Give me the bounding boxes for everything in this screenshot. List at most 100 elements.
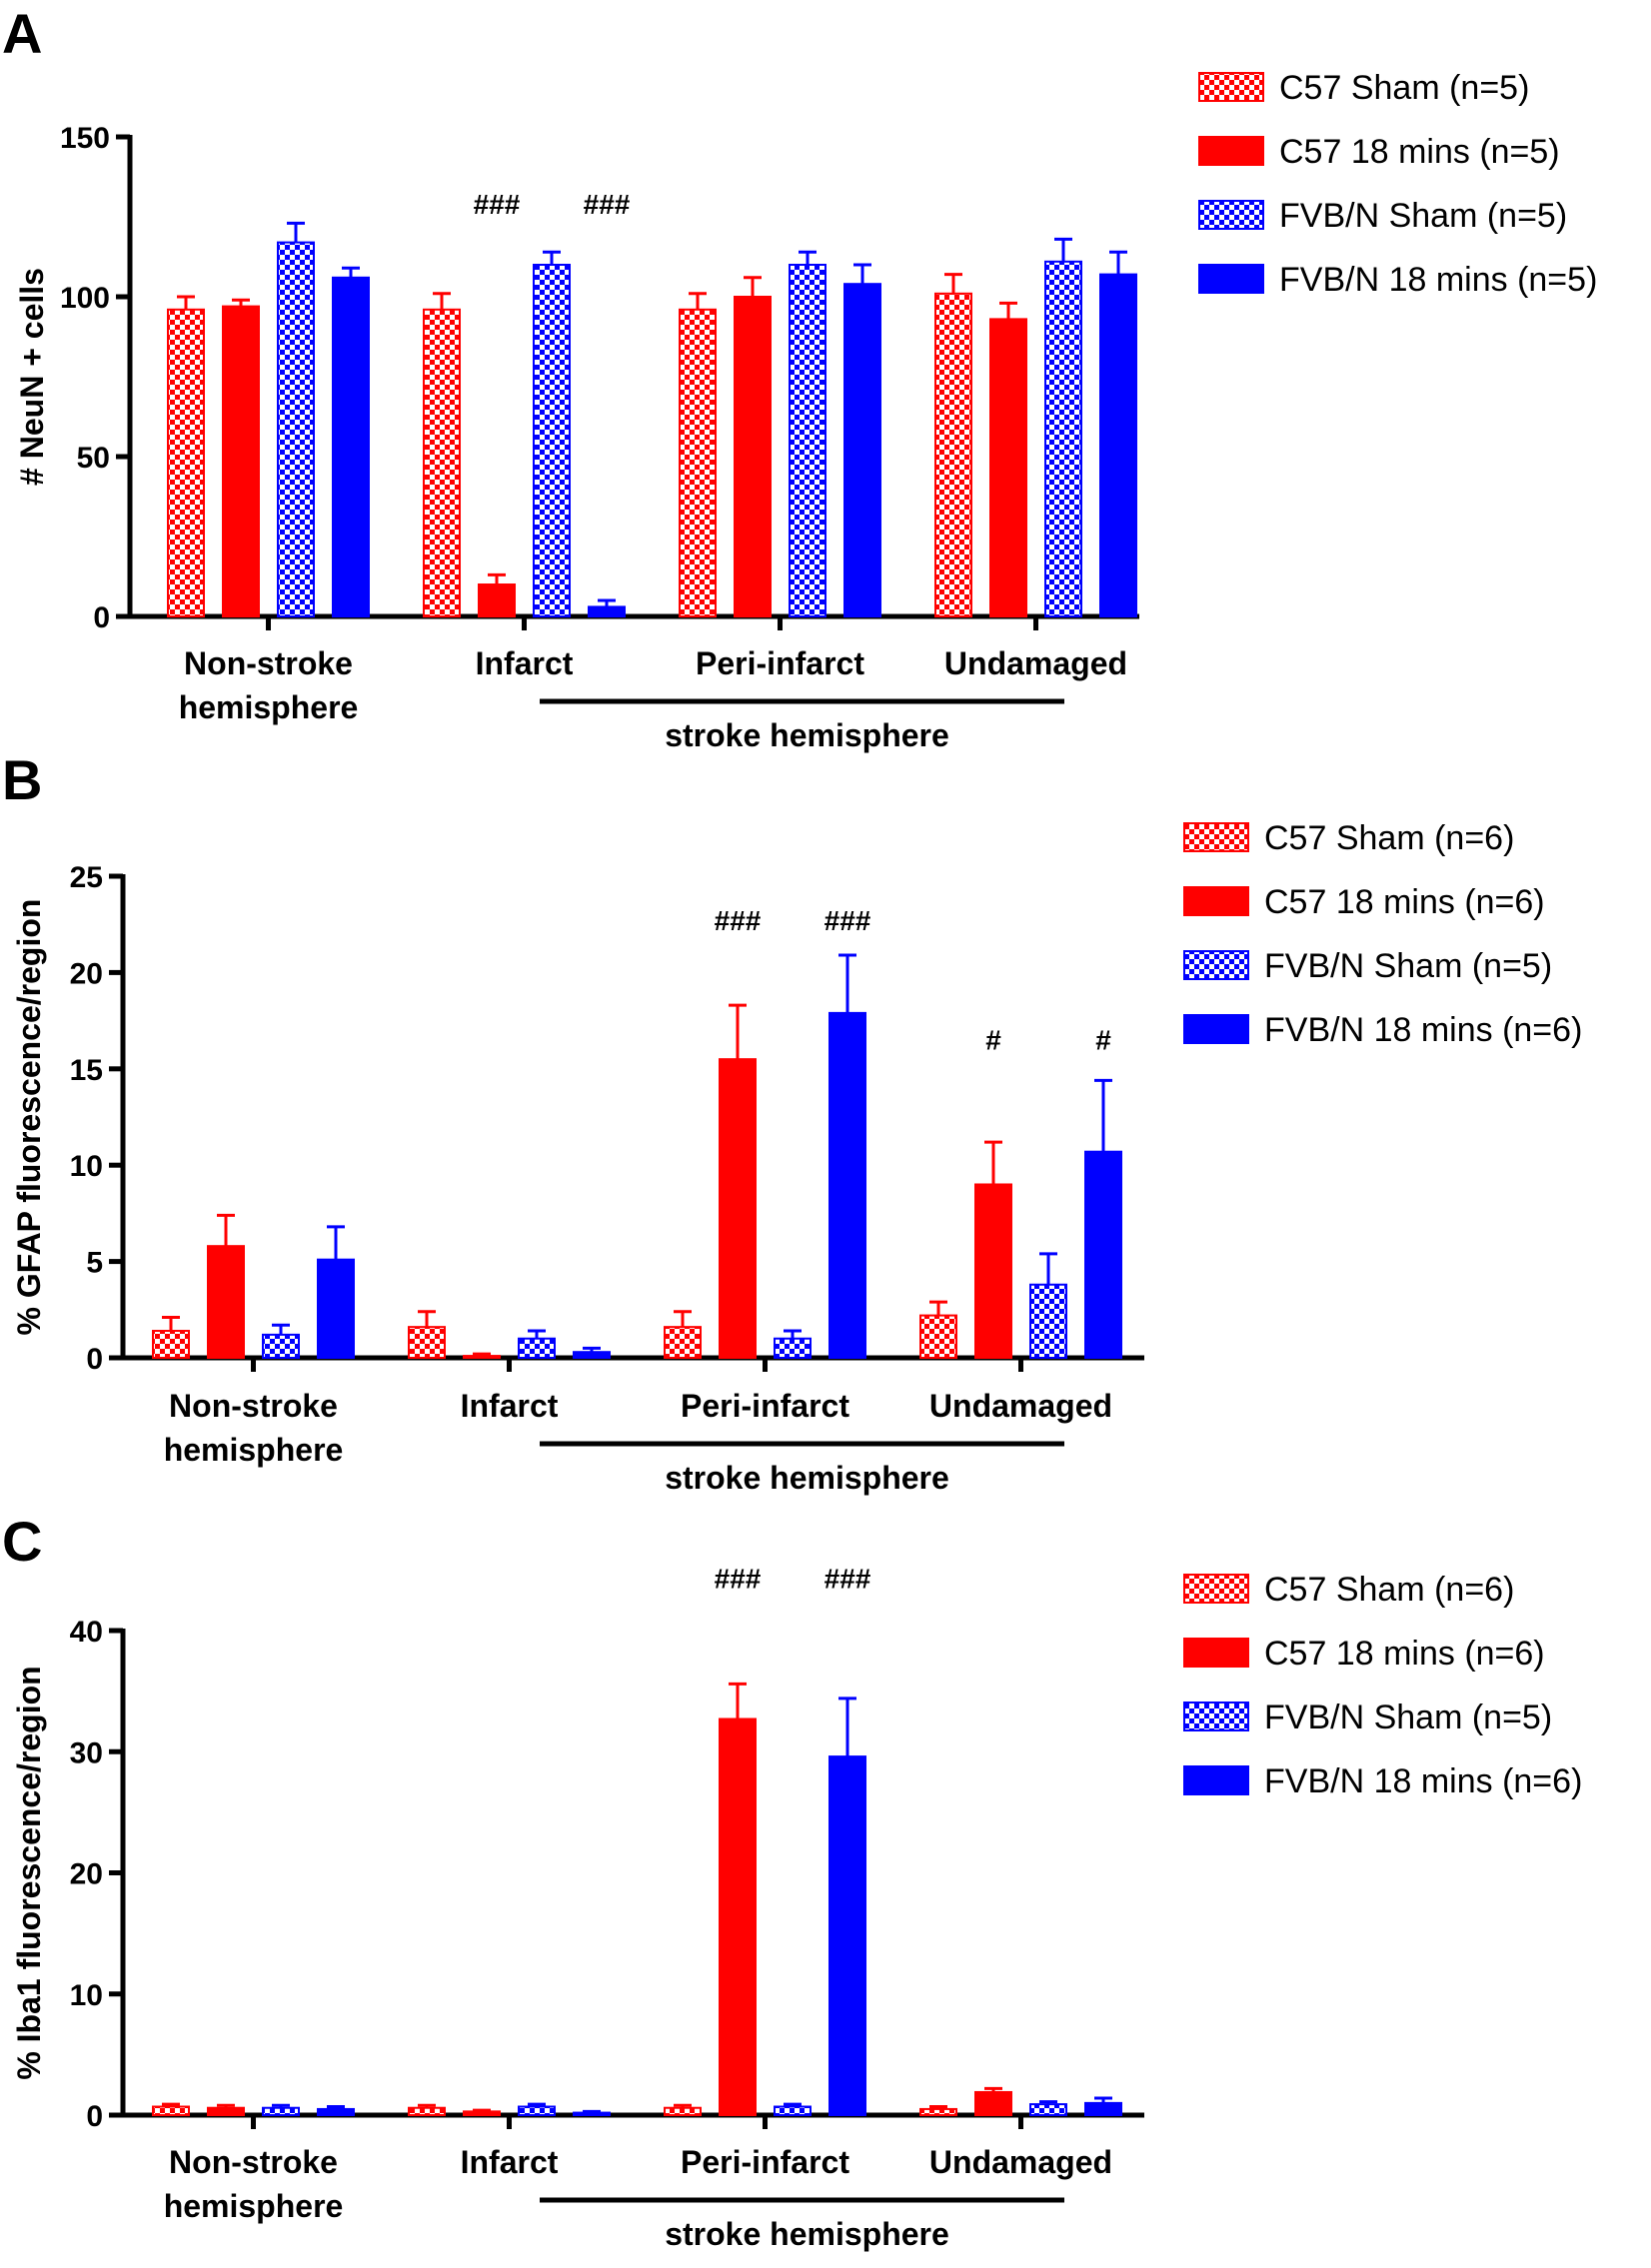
- bar: [974, 1183, 1012, 1359]
- y-tick-label: 0: [86, 1343, 103, 1376]
- bar: [207, 2106, 245, 2117]
- x-category-label: hemisphere: [164, 2188, 344, 2224]
- significance-label: ###: [474, 189, 521, 220]
- bar: [1084, 1150, 1122, 1359]
- x-category-label: Non-stroke: [184, 645, 353, 681]
- bar: [719, 1058, 757, 1360]
- bar: [222, 305, 260, 617]
- bar: [734, 296, 772, 617]
- bar: [408, 1326, 446, 1359]
- bar: [167, 308, 205, 617]
- legend-swatch: [1198, 136, 1264, 166]
- legend-label: FVB/N 18 mins (n=6): [1264, 1762, 1582, 1800]
- x-category-label: Peri-infarct: [681, 2144, 849, 2180]
- legend-label: C57 18 mins (n=6): [1264, 1635, 1545, 1673]
- legend-label: C57 Sham (n=5): [1279, 69, 1529, 107]
- y-axis-label: # NeuN + cells: [14, 268, 50, 486]
- y-tick-label: 20: [70, 1858, 103, 1891]
- y-tick-label: 30: [70, 1736, 103, 1769]
- chart-panel-a: A # NeuN + cells 0 50 100 150 Non-stroke hemisp…: [2, 2, 1597, 753]
- bar: [317, 2107, 355, 2116]
- significance-label: ###: [825, 1564, 871, 1595]
- bar: [533, 264, 571, 617]
- bar: [1099, 273, 1137, 617]
- legend-label: FVB/N Sham (n=5): [1264, 1699, 1552, 1736]
- legend-label: C57 18 mins (n=6): [1264, 883, 1545, 921]
- bar: [719, 1717, 757, 2116]
- y-axis-label: % Iba1 fluorescence/region: [11, 1666, 47, 2079]
- legend-swatch: [1183, 950, 1249, 980]
- legend-label: FVB/N Sham (n=5): [1279, 197, 1567, 235]
- bar: [934, 292, 972, 617]
- chart-panel-c: C % Iba1 fluorescence/region 0 10 20 30 40 Non-…: [2, 1510, 1582, 2252]
- y-tick-label: 40: [70, 1616, 103, 1649]
- bar: [1029, 2103, 1067, 2116]
- bar: [789, 264, 826, 617]
- y-tick-label: 25: [70, 861, 103, 894]
- legend-swatch: [1183, 1765, 1249, 1795]
- legend-label: C57 Sham (n=6): [1264, 819, 1514, 857]
- bar: [774, 1337, 812, 1359]
- legend-label: FVB/N 18 mins (n=6): [1264, 1011, 1582, 1049]
- significance-label: ###: [715, 905, 762, 936]
- x-category-label: Undamaged: [929, 1388, 1112, 1424]
- bar: [207, 1245, 245, 1360]
- bar: [277, 241, 315, 617]
- x-category-label: Undamaged: [944, 645, 1127, 681]
- x-category-label: Undamaged: [929, 2144, 1112, 2180]
- x-category-label: Infarct: [461, 1388, 559, 1424]
- legend-swatch: [1183, 1638, 1249, 1668]
- bar: [152, 2105, 190, 2116]
- bar: [828, 1755, 866, 2116]
- y-tick-label: 0: [86, 2100, 103, 2133]
- legend-swatch: [1183, 1574, 1249, 1604]
- x-category-label: Peri-infarct: [681, 1388, 849, 1424]
- bar: [573, 1351, 611, 1359]
- legend-swatch: [1183, 822, 1249, 852]
- significance-label: ###: [825, 905, 871, 936]
- x-category-label: Non-stroke: [169, 1388, 338, 1424]
- bar: [828, 1011, 866, 1359]
- legend-swatch: [1198, 264, 1264, 294]
- bar: [1029, 1283, 1067, 1359]
- bar: [332, 276, 370, 617]
- panels-layer: A# NeuN + cells050100150Non-strokehemisp…: [2, 2, 1597, 2252]
- y-tick-label: 10: [70, 1979, 103, 2012]
- y-axis-label: % GFAP fluorescence/region: [11, 899, 47, 1336]
- y-tick-label: 100: [60, 282, 110, 315]
- y-tick-label: 0: [93, 601, 110, 634]
- bar: [664, 2106, 702, 2117]
- significance-label: #: [1095, 1025, 1111, 1056]
- y-tick-label: 50: [77, 442, 110, 475]
- group-bracket-label: stroke hemisphere: [665, 1460, 949, 1496]
- legend-label: C57 Sham (n=6): [1264, 1571, 1514, 1609]
- legend-label: FVB/N Sham (n=5): [1264, 947, 1552, 985]
- bar: [774, 2105, 812, 2116]
- bar: [423, 308, 461, 617]
- significance-label: #: [985, 1025, 1001, 1056]
- x-category-label: Infarct: [476, 645, 574, 681]
- bar: [974, 2090, 1012, 2116]
- bar: [919, 2107, 957, 2116]
- bar: [262, 2106, 300, 2117]
- group-bracket-label: stroke hemisphere: [665, 2216, 949, 2252]
- y-tick-label: 15: [70, 1054, 103, 1087]
- x-category-label: Infarct: [461, 2144, 559, 2180]
- bar: [262, 1333, 300, 1360]
- group-bracket-label: stroke hemisphere: [665, 717, 949, 753]
- bar: [408, 2106, 446, 2117]
- panel-letter: B: [2, 748, 42, 811]
- x-category-label: Non-stroke: [169, 2144, 338, 2180]
- y-tick-label: 20: [70, 957, 103, 990]
- y-tick-label: 10: [70, 1150, 103, 1183]
- bar: [317, 1258, 355, 1359]
- legend-swatch: [1198, 72, 1264, 102]
- legend-label: FVB/N 18 mins (n=5): [1279, 261, 1597, 299]
- bar: [518, 2105, 556, 2116]
- legend-swatch: [1183, 886, 1249, 916]
- significance-label: ###: [584, 189, 631, 220]
- bar: [478, 583, 516, 617]
- bar: [573, 2111, 611, 2116]
- bar: [919, 1314, 957, 1359]
